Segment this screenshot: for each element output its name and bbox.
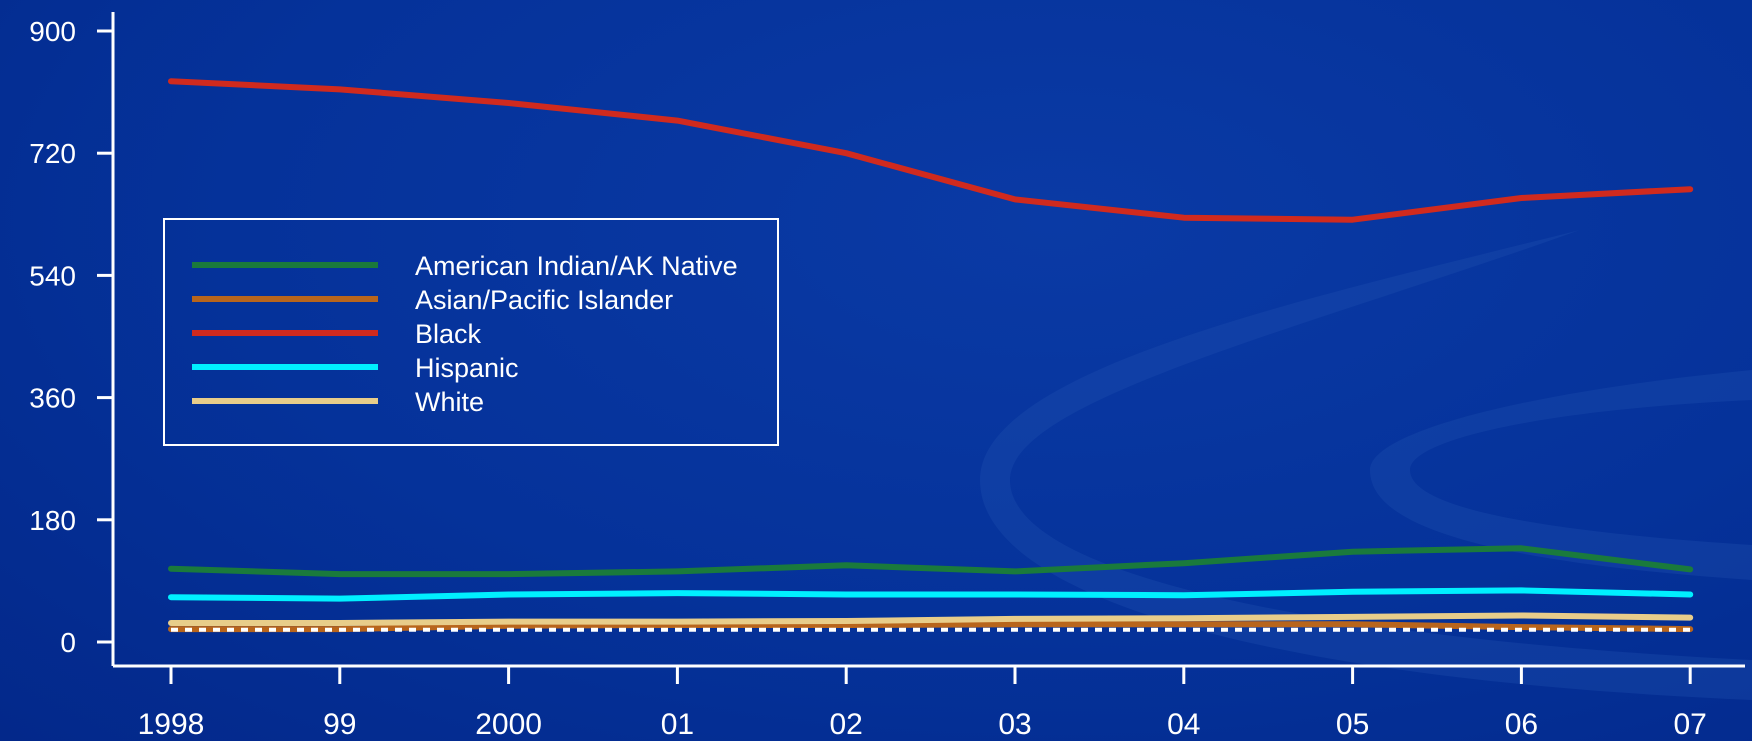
series-layer <box>168 78 1694 633</box>
legend-label: Hispanic <box>415 353 519 383</box>
y-tick-label: 0 <box>60 627 76 658</box>
x-tick-label: 1998 <box>138 708 205 741</box>
y-tick-label: 900 <box>29 16 76 47</box>
series-line-hispanic <box>168 587 1694 602</box>
swoosh-shape <box>980 230 1752 700</box>
series-line-asian-pacific-islander <box>168 621 1694 633</box>
y-tick-label: 540 <box>29 260 76 291</box>
x-tick-label: 01 <box>661 708 694 741</box>
legend-label: White <box>415 387 484 417</box>
chart-axes: 0 180 360 540 720 900 1998 99 2000 01 02 03 04 05 06 07 <box>29 12 1745 741</box>
x-tick-label: 03 <box>998 708 1031 741</box>
x-tick-label: 2000 <box>475 708 542 741</box>
series-line-white <box>168 612 1694 626</box>
legend: American Indian/AK Native Asian/Pacific I… <box>163 218 779 446</box>
legend-box <box>163 218 779 446</box>
x-tick-label: 06 <box>1505 708 1538 741</box>
y-tick-label: 180 <box>29 505 76 536</box>
y-tick-label: 360 <box>29 383 76 414</box>
x-tick-label: 99 <box>323 708 356 741</box>
legend-label: Asian/Pacific Islander <box>415 285 673 315</box>
x-tick-label: 04 <box>1167 708 1200 741</box>
x-tick-label: 05 <box>1336 708 1369 741</box>
x-tick-label: 02 <box>830 708 863 741</box>
background-swoosh-decoration <box>980 230 1752 700</box>
series-line-black <box>168 78 1694 223</box>
swoosh-shape <box>1370 370 1752 580</box>
legend-label: American Indian/AK Native <box>415 251 738 281</box>
y-tick-label: 720 <box>29 138 76 169</box>
x-tick-label: 07 <box>1674 708 1707 741</box>
legend-label: Black <box>415 319 482 349</box>
series-line-american-indian-ak-native <box>168 545 1694 578</box>
